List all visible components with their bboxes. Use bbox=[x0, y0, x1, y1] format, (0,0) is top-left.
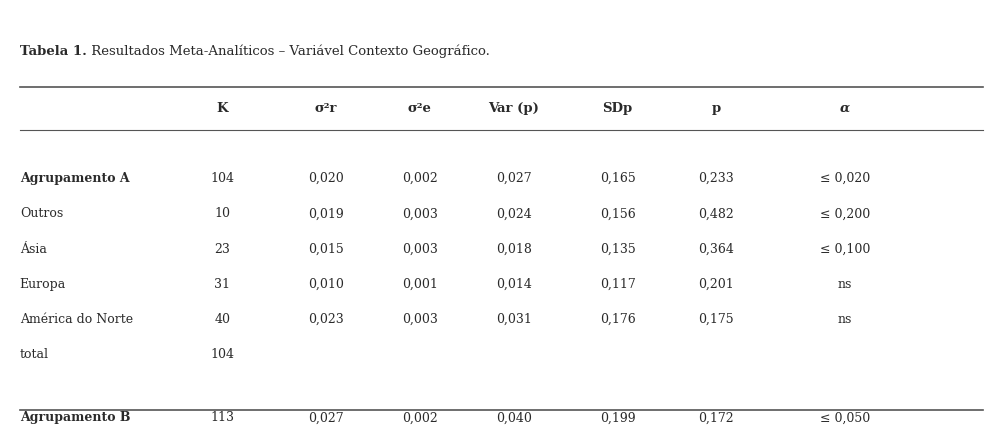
Text: 0,117: 0,117 bbox=[600, 278, 635, 291]
Text: 0,176: 0,176 bbox=[600, 313, 635, 326]
Text: 0,015: 0,015 bbox=[308, 243, 344, 255]
Text: σ²r: σ²r bbox=[315, 102, 337, 115]
Text: 0,135: 0,135 bbox=[600, 243, 635, 255]
Text: 0,172: 0,172 bbox=[699, 411, 734, 424]
Text: σ²e: σ²e bbox=[408, 102, 432, 115]
Text: 0,364: 0,364 bbox=[699, 243, 734, 255]
Text: α: α bbox=[840, 102, 850, 115]
Text: 0,003: 0,003 bbox=[402, 313, 438, 326]
Text: 0,199: 0,199 bbox=[600, 411, 635, 424]
Text: 0,027: 0,027 bbox=[496, 172, 532, 185]
Text: ns: ns bbox=[838, 278, 852, 291]
Text: 0,020: 0,020 bbox=[308, 172, 344, 185]
Text: 0,201: 0,201 bbox=[699, 278, 734, 291]
Text: 0,002: 0,002 bbox=[402, 172, 438, 185]
Text: 0,031: 0,031 bbox=[496, 313, 532, 326]
Text: 0,003: 0,003 bbox=[402, 243, 438, 255]
Text: 10: 10 bbox=[214, 207, 230, 220]
Text: Resultados Meta-Analíticos – Variável Contexto Geográfico.: Resultados Meta-Analíticos – Variável Co… bbox=[87, 45, 490, 58]
Text: 0,175: 0,175 bbox=[699, 313, 734, 326]
Text: 0,019: 0,019 bbox=[308, 207, 344, 220]
Text: ≤ 0,050: ≤ 0,050 bbox=[820, 411, 869, 424]
Text: K: K bbox=[216, 102, 228, 115]
Text: 0,014: 0,014 bbox=[496, 278, 532, 291]
Text: Var (p): Var (p) bbox=[488, 102, 539, 115]
Text: 0,040: 0,040 bbox=[496, 411, 532, 424]
Text: ≤ 0,200: ≤ 0,200 bbox=[820, 207, 869, 220]
Text: 0,002: 0,002 bbox=[402, 411, 438, 424]
Text: 113: 113 bbox=[210, 411, 234, 424]
Text: Tabela 1.: Tabela 1. bbox=[20, 45, 87, 58]
Text: 0,156: 0,156 bbox=[600, 207, 635, 220]
Text: 0,024: 0,024 bbox=[496, 207, 532, 220]
Text: total: total bbox=[20, 348, 48, 361]
Text: Agrupamento A: Agrupamento A bbox=[20, 172, 129, 185]
Text: 40: 40 bbox=[214, 313, 230, 326]
Text: 104: 104 bbox=[210, 348, 234, 361]
Text: 0,023: 0,023 bbox=[308, 313, 344, 326]
Text: p: p bbox=[711, 102, 721, 115]
Text: ns: ns bbox=[838, 313, 852, 326]
Text: 0,165: 0,165 bbox=[600, 172, 635, 185]
Text: Outros: Outros bbox=[20, 207, 63, 220]
Text: 0,018: 0,018 bbox=[496, 243, 532, 255]
Text: Europa: Europa bbox=[20, 278, 66, 291]
Text: Ásia: Ásia bbox=[20, 243, 46, 255]
Text: 0,027: 0,027 bbox=[308, 411, 344, 424]
Text: ≤ 0,020: ≤ 0,020 bbox=[820, 172, 869, 185]
Text: Agrupamento B: Agrupamento B bbox=[20, 411, 130, 424]
Text: 0,010: 0,010 bbox=[308, 278, 344, 291]
Text: América do Norte: América do Norte bbox=[20, 313, 132, 326]
Text: 23: 23 bbox=[214, 243, 230, 255]
Text: 0,003: 0,003 bbox=[402, 207, 438, 220]
Text: 0,001: 0,001 bbox=[402, 278, 438, 291]
Text: ≤ 0,100: ≤ 0,100 bbox=[820, 243, 869, 255]
Text: 0,482: 0,482 bbox=[699, 207, 734, 220]
Text: 0,233: 0,233 bbox=[699, 172, 734, 185]
Text: 31: 31 bbox=[214, 278, 230, 291]
Text: 104: 104 bbox=[210, 172, 234, 185]
Text: SDp: SDp bbox=[603, 102, 632, 115]
